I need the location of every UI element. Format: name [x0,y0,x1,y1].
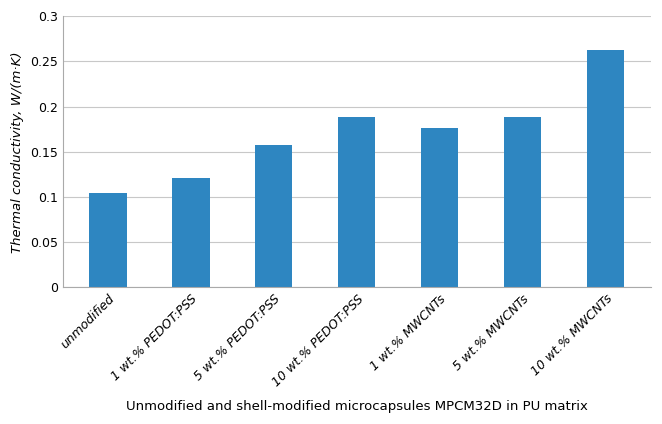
Y-axis label: Thermal conductivity, W/(m·K): Thermal conductivity, W/(m·K) [11,51,24,253]
Bar [89,192,126,287]
Bar [587,50,624,287]
Bar [421,128,458,287]
Bar [504,117,542,287]
Bar [338,117,375,287]
Bar [172,178,209,287]
X-axis label: Unmodified and shell-modified microcapsules MPCM32D in PU matrix: Unmodified and shell-modified microcapsu… [126,400,588,413]
Bar [255,145,293,287]
